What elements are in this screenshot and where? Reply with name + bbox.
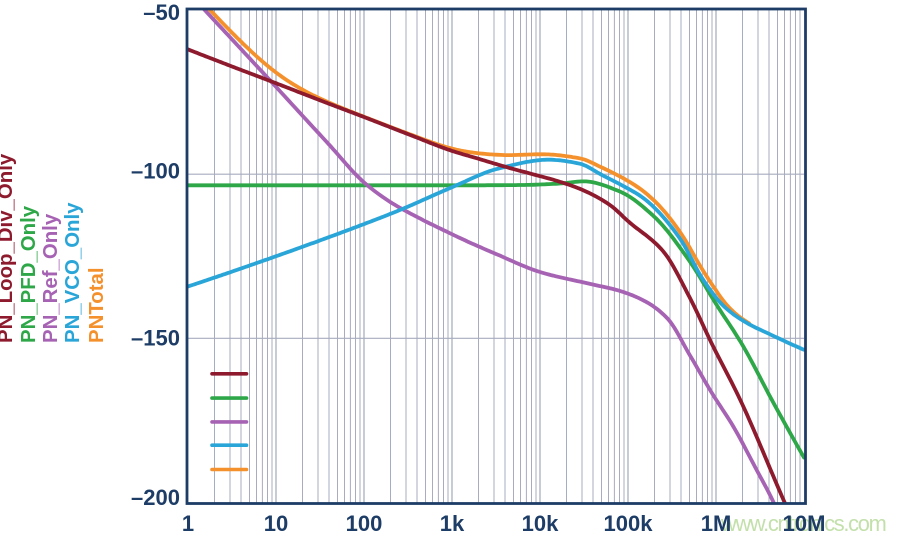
svg-text:www.cntronics.com: www.cntronics.com [720, 511, 886, 536]
svg-text:–50: –50 [143, 0, 180, 25]
svg-text:1: 1 [182, 511, 194, 536]
svg-text:1k: 1k [440, 511, 465, 536]
svg-text:10: 10 [264, 511, 288, 536]
svg-text:PN_VCO_Only: PN_VCO_Only [62, 202, 84, 343]
svg-text:10k: 10k [522, 511, 559, 536]
svg-text:PN_Ref_Only: PN_Ref_Only [40, 213, 62, 343]
svg-text:PNTotal: PNTotal [86, 267, 108, 343]
svg-text:10M: 10M [783, 511, 826, 536]
svg-text:PN_Loop_Div_Only: PN_Loop_Div_Only [0, 153, 17, 343]
svg-text:100: 100 [346, 511, 383, 536]
svg-text:–100: –100 [131, 159, 180, 184]
svg-text:100k: 100k [604, 511, 654, 536]
svg-text:PN_PFD_Only: PN_PFD_Only [18, 205, 40, 343]
svg-text:–150: –150 [131, 325, 180, 350]
svg-text:1M: 1M [701, 511, 732, 536]
svg-text:–200: –200 [131, 485, 180, 510]
